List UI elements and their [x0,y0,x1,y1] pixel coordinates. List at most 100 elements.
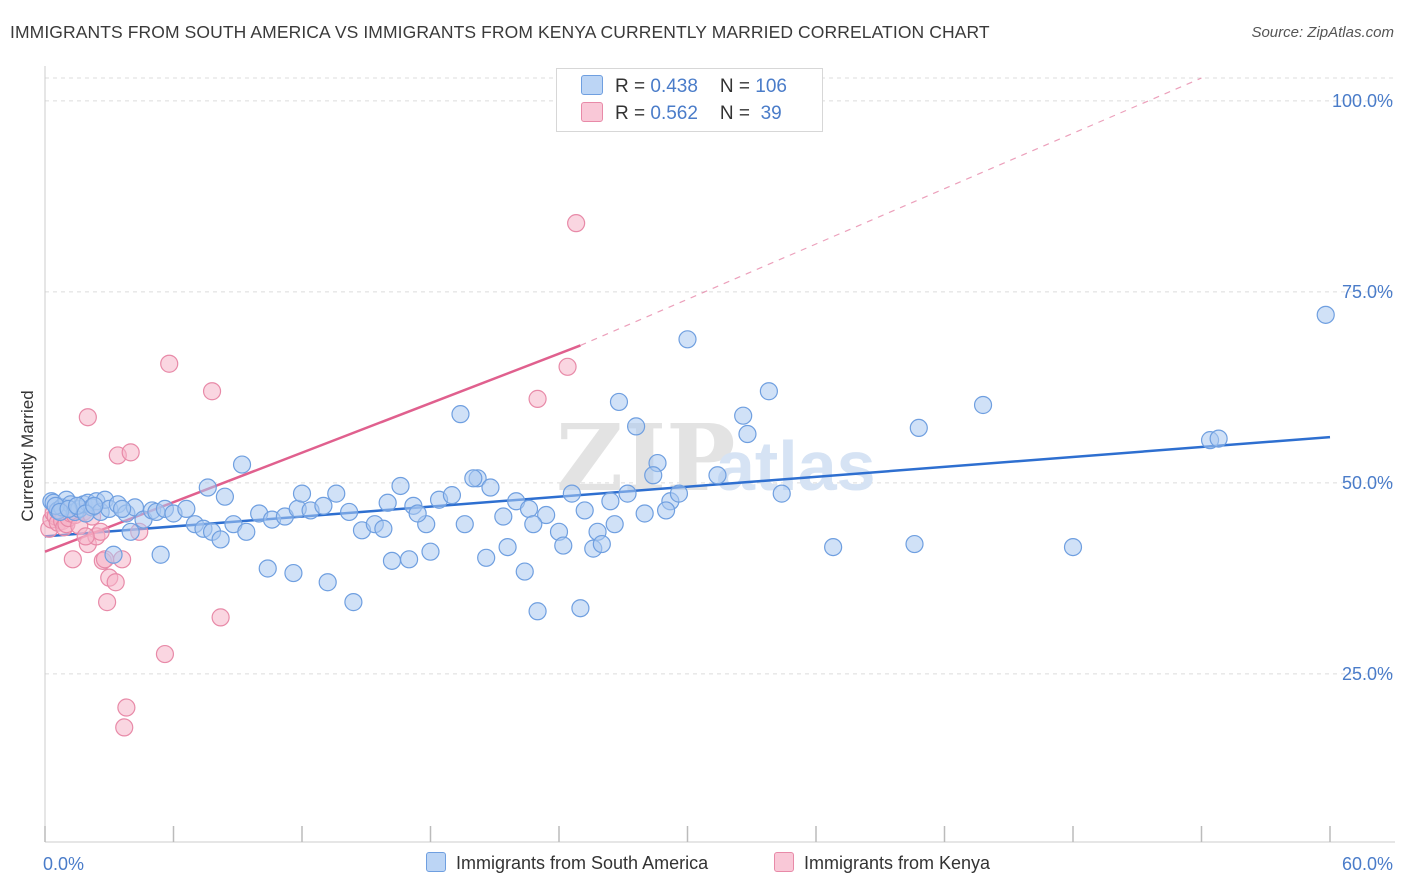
kenya-point [98,593,117,612]
kenya-point [115,718,134,737]
south-america-point [571,599,590,618]
south-america-point [318,573,337,592]
south-america-point [656,501,676,520]
south-america-point [374,519,393,538]
kenya-points [40,214,586,737]
south-america-point [626,417,646,436]
kenya-point [155,644,175,664]
south-america-point [258,559,277,578]
x-tick-label-max: 60.0% [1342,854,1393,874]
correlation-legend: R = 0.438 N = 106 R = 0.562 N = 39 [556,68,823,132]
south-america-point [442,486,462,505]
x-tick-label-min: 0.0% [43,854,84,874]
south-america-point [399,550,419,569]
south-america-point [237,522,256,541]
kenya-point [211,608,230,627]
pink-swatch [581,102,603,122]
pink-swatch [774,852,794,872]
kenya-point [202,382,222,401]
south-america-point [382,551,402,570]
legend-row-kenya: R = 0.562 N = 39 [581,102,782,128]
south-america-point [327,484,346,503]
south-america-point [481,478,500,497]
south-america-point [292,484,312,503]
axes [44,66,1395,843]
kenya-point [121,443,140,462]
tick-labels: 25.0% 50.0% 75.0% 100.0% 0.0% 60.0% [43,91,1393,874]
legend-row-south-america: R = 0.438 N = 106 [581,75,787,101]
kenya-point [160,354,179,373]
kenya-point [117,698,136,717]
south-america-point [477,548,496,567]
kenya-trend-extension [580,77,1202,346]
kenya-point [91,522,110,541]
kenya-point [567,214,586,233]
south-america-point [314,496,333,515]
south-america-point [909,418,928,438]
blue-swatch [581,75,603,95]
south-america-point [494,507,513,526]
r-label: R = [615,103,651,124]
y-tick-label: 100.0% [1332,91,1393,111]
kenya-point [78,408,97,427]
south-america-point [562,484,581,503]
south-america-point [524,515,543,534]
south-america-point [232,455,252,474]
south-america-point [284,563,303,583]
source-credit: Source: ZipAtlas.com [1251,24,1394,41]
y-tick-label: 75.0% [1342,282,1393,302]
n-value: 39 [755,103,782,124]
south-america-point [151,545,170,564]
south-america-point [601,492,620,511]
legend-label: Immigrants from South America [456,853,709,873]
south-america-point [618,484,637,503]
kenya-point [76,527,95,546]
south-america-point [408,504,427,523]
r-value: 0.438 [650,76,698,97]
south-america-point [537,505,556,525]
south-america-point [759,382,778,401]
legend-label: Immigrants from Kenya [804,853,991,873]
south-america-point [519,499,539,518]
chart-title: IMMIGRANTS FROM SOUTH AMERICA VS IMMIGRA… [10,22,990,42]
south-america-point [708,466,727,485]
south-america-point [678,330,697,349]
n-value: 106 [755,76,787,97]
south-america-point [121,522,140,541]
south-america-point [421,542,440,561]
south-america-point [605,515,624,534]
south-america-point [340,502,359,522]
legend-item-kenya[interactable]: Immigrants from Kenya [774,852,990,874]
south-america-point [344,593,363,612]
south-america-point [211,530,230,549]
south-america-point [669,484,689,503]
south-america-point [198,478,217,497]
south-america-point [498,537,517,557]
south-america-point [378,493,397,512]
south-america-point [824,537,843,557]
south-america-point [644,466,663,485]
grid-lines [45,77,1395,675]
south-america-point [734,406,753,425]
south-america-point [1316,305,1335,324]
kenya-point [63,550,82,569]
south-america-point [1063,537,1083,557]
y-tick-label: 50.0% [1342,473,1393,493]
south-america-point [635,504,654,523]
south-america-point [905,534,924,554]
south-america-point [112,499,132,518]
legend-item-south-america[interactable]: Immigrants from South America [426,852,708,874]
south-america-point [592,534,611,554]
r-value: 0.562 [650,103,698,124]
south-america-point [515,562,534,581]
south-america-point [451,405,470,424]
south-america-point [973,395,993,415]
south-america-points [42,305,1335,621]
south-america-point [609,392,629,412]
south-america-point [391,476,410,496]
r-label: R = [615,76,651,97]
south-america-point [177,499,196,518]
south-america-point [85,496,104,515]
south-america-point [215,487,234,506]
